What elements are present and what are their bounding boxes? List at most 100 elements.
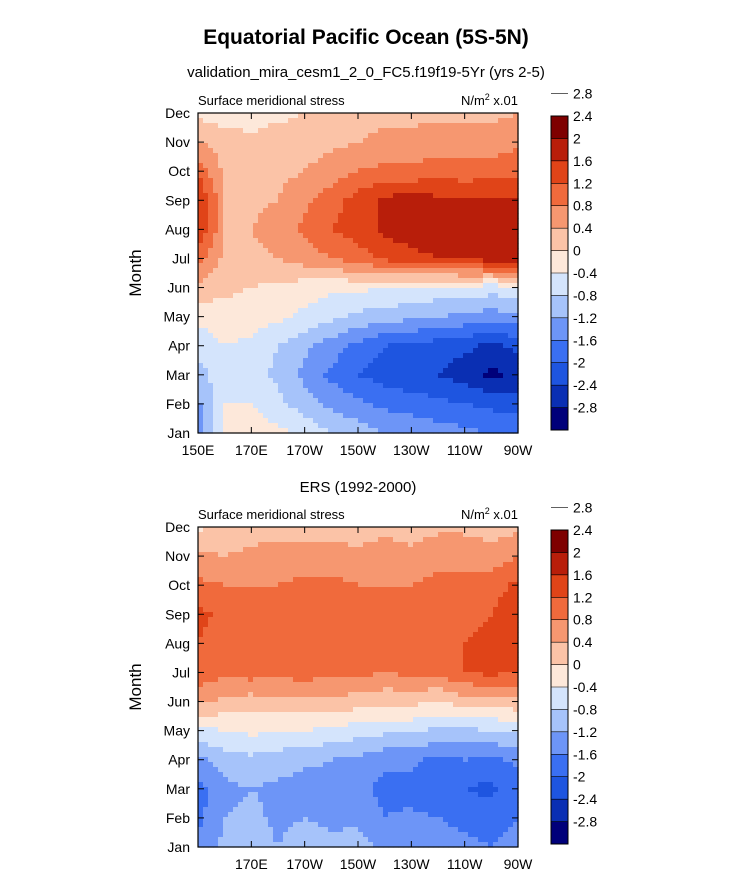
heatmap-cell	[283, 388, 289, 394]
heatmap-cell	[293, 143, 299, 149]
heatmap-cell	[238, 398, 244, 404]
heatmap-cell	[383, 283, 389, 289]
heatmap-cell	[293, 562, 299, 568]
heatmap-cell	[398, 378, 404, 384]
heatmap-cell	[508, 133, 514, 139]
heatmap-cell	[293, 173, 299, 179]
heatmap-cell	[358, 213, 364, 219]
heatmap-cell	[253, 398, 259, 404]
heatmap-cell	[403, 188, 409, 194]
heatmap-cell	[323, 253, 329, 259]
heatmap-cell	[313, 203, 319, 209]
heatmap-cell	[228, 542, 234, 548]
x-tick-label: 150E	[182, 442, 215, 458]
heatmap-cell	[253, 243, 259, 249]
heatmap-cell	[208, 218, 214, 224]
heatmap-cell	[203, 278, 209, 284]
heatmap-cell	[433, 118, 439, 124]
heatmap-cell	[213, 383, 219, 389]
heatmap-cell	[513, 298, 519, 304]
heatmap-cell	[363, 203, 369, 209]
heatmap-cell	[218, 203, 224, 209]
heatmap-cell	[268, 343, 274, 349]
heatmap-cell	[308, 298, 314, 304]
heatmap-cell	[358, 223, 364, 229]
heatmap-cell	[423, 562, 429, 568]
heatmap-cell	[208, 198, 214, 204]
heatmap-cell	[473, 233, 479, 239]
heatmap-cell	[263, 388, 269, 394]
heatmap-cell	[493, 562, 499, 568]
heatmap-cell	[253, 233, 259, 239]
heatmap-cell	[283, 368, 289, 374]
heatmap-cell	[383, 253, 389, 259]
heatmap-cell	[493, 148, 499, 154]
heatmap-cell	[383, 358, 389, 364]
heatmap-cell	[513, 323, 519, 329]
heatmap-cell	[278, 423, 284, 429]
heatmap-cell	[478, 537, 484, 543]
heatmap-cell	[218, 333, 224, 339]
heatmap-cell	[223, 253, 229, 259]
heatmap-cell	[473, 153, 479, 159]
heatmap-cell	[438, 243, 444, 249]
heatmap-cell	[273, 547, 279, 553]
heatmap-cell	[393, 158, 399, 164]
heatmap-cell	[418, 253, 424, 259]
heatmap-cell	[288, 188, 294, 194]
heatmap-cell	[303, 133, 309, 139]
heatmap-cell	[438, 268, 444, 274]
heatmap-cell	[408, 148, 414, 154]
heatmap-cell	[513, 193, 519, 199]
heatmap-cell	[343, 373, 349, 379]
heatmap-cell	[208, 423, 214, 429]
heatmap-cell	[283, 532, 289, 538]
heatmap-cell	[458, 163, 464, 169]
heatmap-cell	[318, 228, 324, 234]
heatmap-cell	[418, 383, 424, 389]
heatmap-cell	[513, 413, 519, 419]
heatmap-cell	[223, 587, 229, 593]
heatmap-cell	[263, 183, 269, 189]
heatmap-cell	[218, 383, 224, 389]
heatmap-cell	[263, 318, 269, 324]
heatmap-cell	[253, 547, 259, 553]
heatmap-cell	[338, 273, 344, 279]
heatmap-cell	[488, 198, 494, 204]
heatmap-cell	[208, 238, 214, 244]
heatmap-cell	[298, 233, 304, 239]
heatmap-cell	[303, 393, 309, 399]
heatmap-cell	[393, 203, 399, 209]
heatmap-cell	[413, 293, 419, 299]
heatmap-cell	[463, 358, 469, 364]
heatmap-cell	[318, 138, 324, 144]
heatmap-cell	[403, 263, 409, 269]
heatmap-cell	[268, 527, 274, 533]
heatmap-cell	[288, 557, 294, 563]
heatmap-cell	[308, 243, 314, 249]
heatmap-cell	[433, 577, 439, 583]
heatmap-cell	[238, 288, 244, 294]
heatmap-cell	[458, 572, 464, 578]
heatmap-cell	[238, 173, 244, 179]
heatmap-cell	[333, 153, 339, 159]
heatmap-cell	[278, 328, 284, 334]
heatmap-cell	[408, 263, 414, 269]
heatmap-cell	[243, 537, 249, 543]
heatmap-cell	[318, 328, 324, 334]
heatmap-cell	[463, 113, 469, 119]
heatmap-cell	[368, 338, 374, 344]
heatmap-cell	[288, 298, 294, 304]
heatmap-cell	[408, 582, 414, 588]
heatmap-cell	[448, 298, 454, 304]
heatmap-cell	[258, 228, 264, 234]
heatmap-cell	[468, 393, 474, 399]
heatmap-cell	[453, 133, 459, 139]
heatmap-cell	[433, 537, 439, 543]
heatmap-cell	[223, 413, 229, 419]
heatmap-cell	[318, 547, 324, 553]
heatmap-cell	[473, 577, 479, 583]
heatmap-cell	[333, 582, 339, 588]
heatmap-cell	[488, 542, 494, 548]
heatmap-cell	[483, 537, 489, 543]
